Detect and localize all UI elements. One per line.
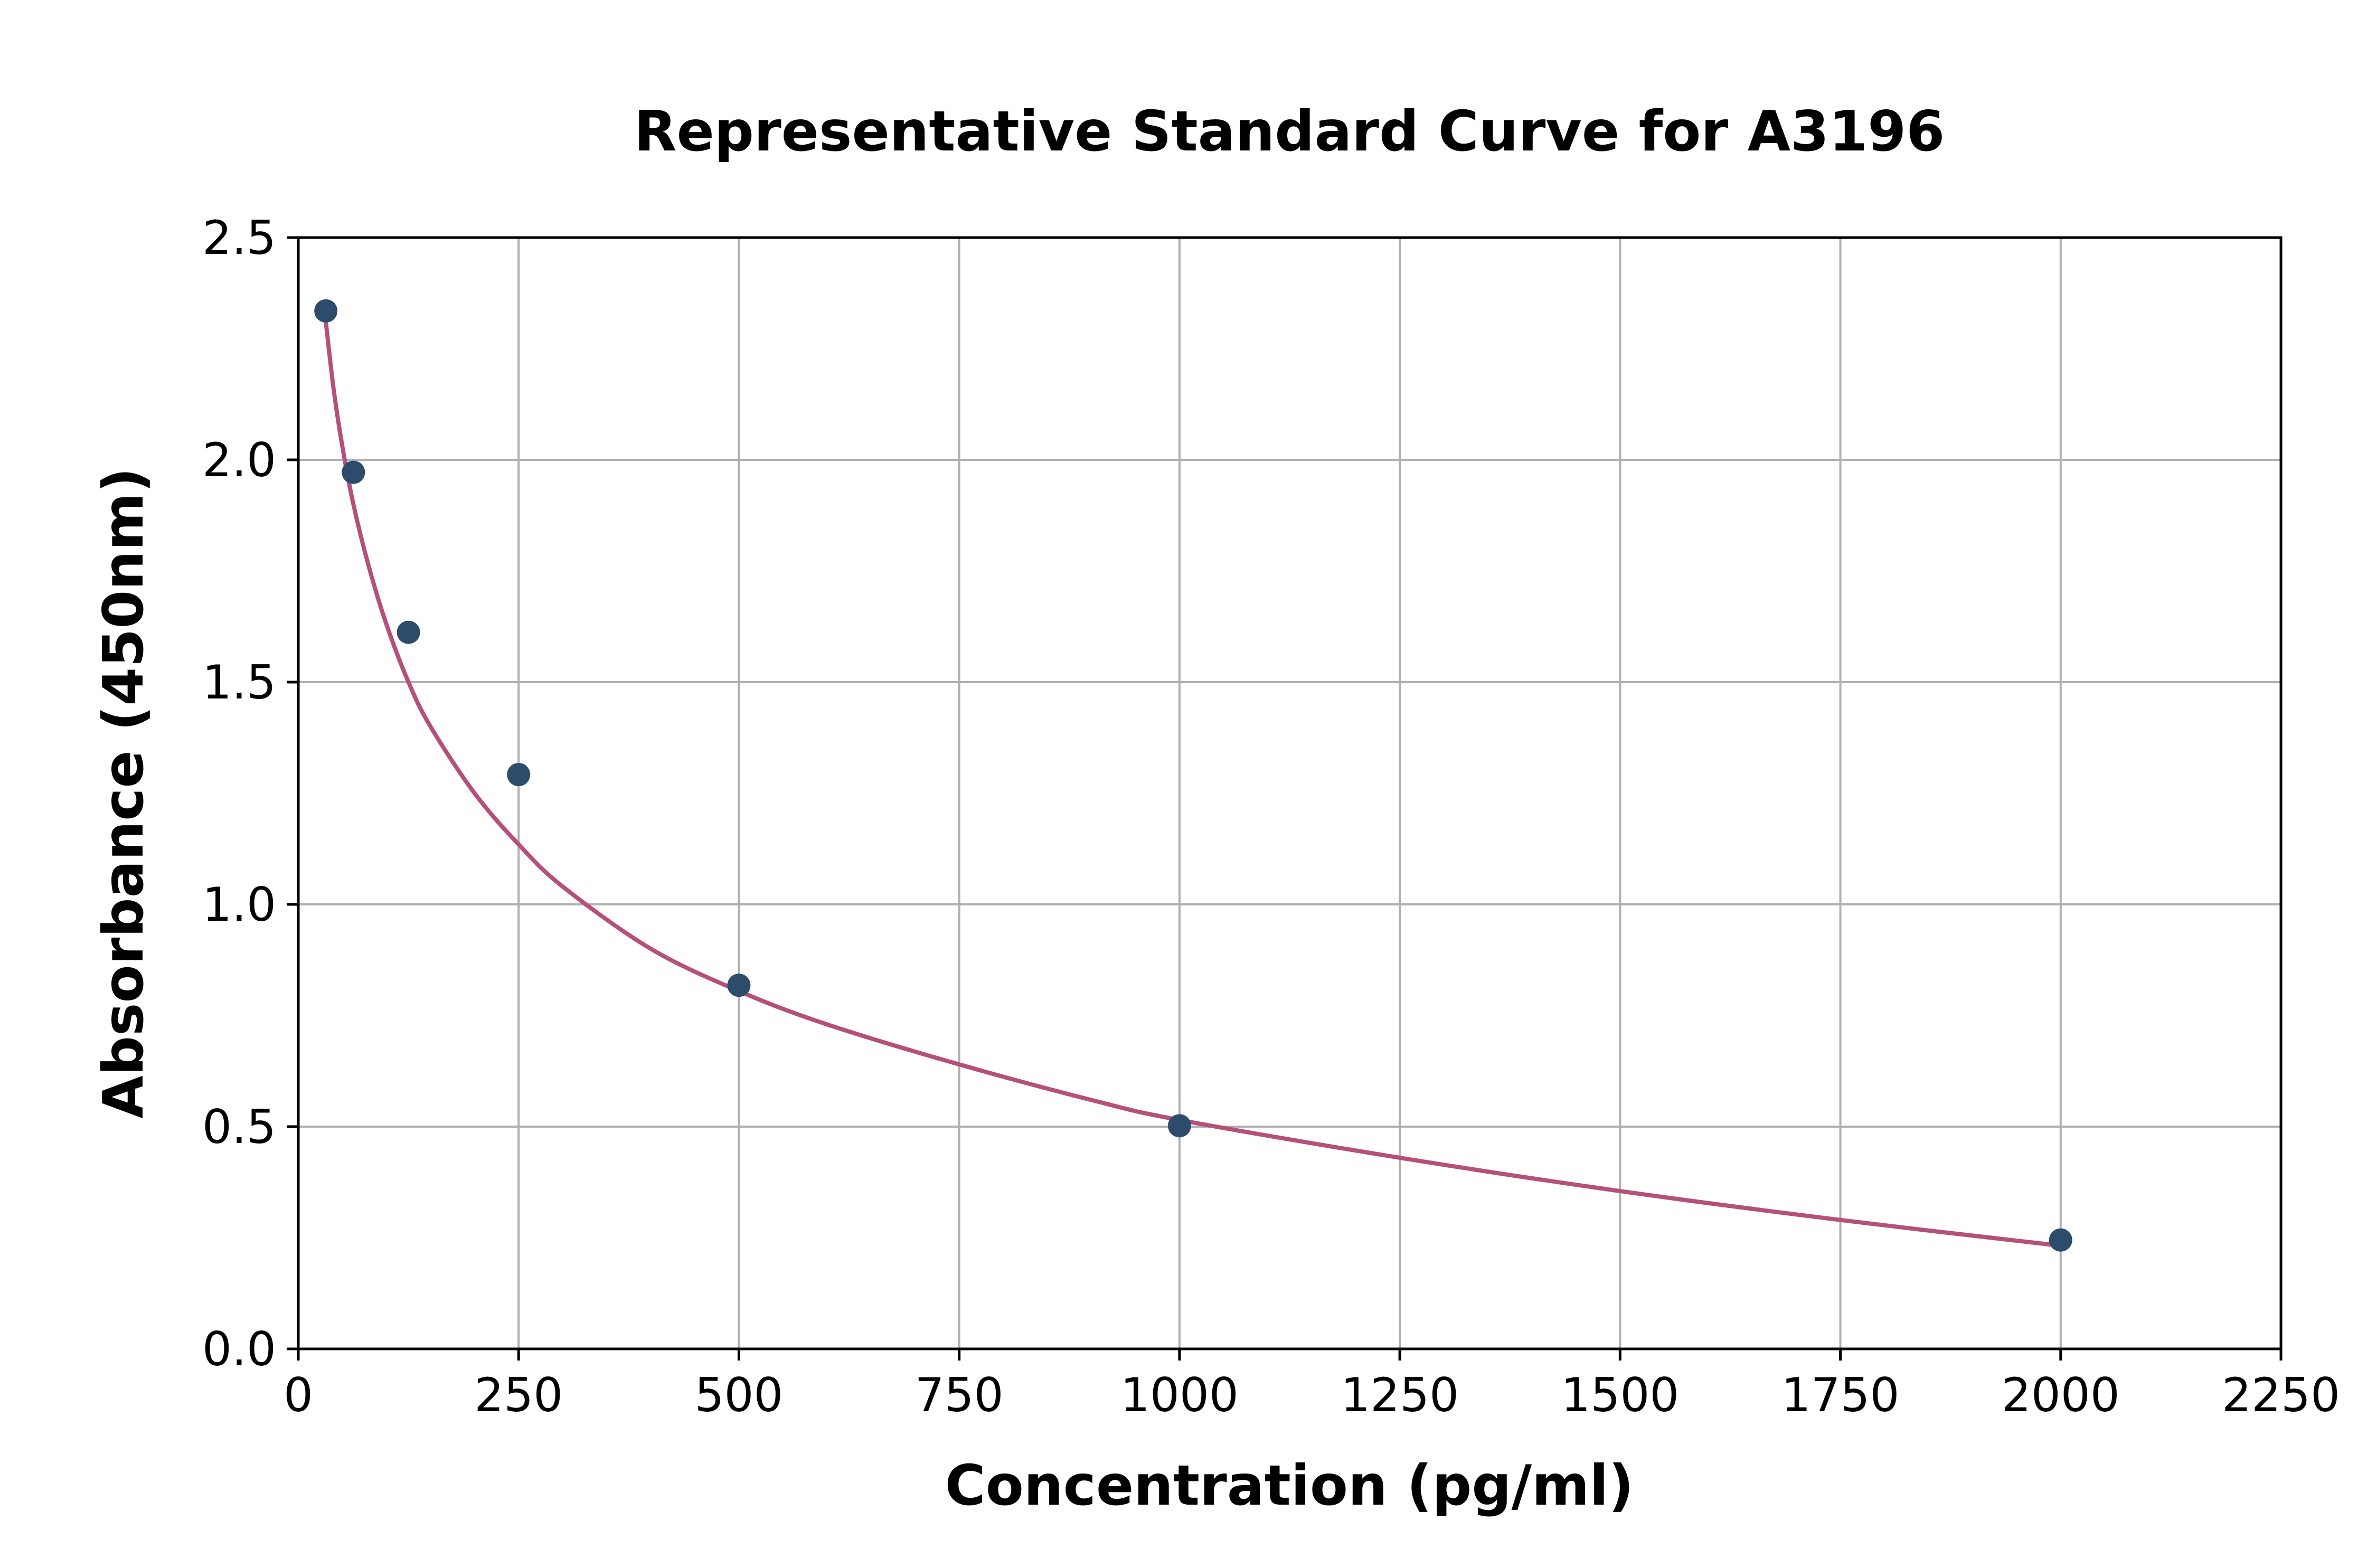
y-tick-label: 1.0 <box>202 877 276 932</box>
x-tick-label: 0 <box>284 1368 313 1422</box>
x-tick-label: 1750 <box>1781 1368 1900 1422</box>
y-tick-label: 0.0 <box>202 1322 276 1376</box>
y-tick-label: 2.5 <box>202 211 276 265</box>
data-points-layer <box>314 299 2072 1252</box>
data-point <box>397 620 420 644</box>
data-point <box>1167 1114 1191 1138</box>
x-tick-label: 1250 <box>1341 1368 1459 1422</box>
data-point <box>727 974 751 997</box>
y-tick-label: 1.5 <box>202 655 276 710</box>
chart-title: Representative Standard Curve for A3196 <box>634 99 1945 164</box>
data-point <box>2049 1228 2072 1252</box>
x-tick-label: 2250 <box>2222 1368 2340 1422</box>
plot-frame <box>297 236 2283 1350</box>
y-tick-label: 2.0 <box>202 433 276 487</box>
x-tick-label: 1000 <box>1120 1368 1239 1422</box>
x-tick-label: 250 <box>474 1368 563 1422</box>
y-axis-label: Absorbance (450nm) <box>91 468 156 1119</box>
y-tick-label: 0.5 <box>202 1100 276 1154</box>
ticks: 0 250 500 750 1000 1250 1500 1750 2000 2250 0.0 0.5… <box>202 211 2340 1422</box>
data-point <box>507 763 531 787</box>
x-tick-label: 750 <box>915 1368 1004 1422</box>
x-tick-label: 500 <box>694 1368 783 1422</box>
x-tick-label: 2000 <box>2002 1368 2120 1422</box>
data-point <box>314 299 338 323</box>
x-axis-label: Concentration (pg/ml) <box>945 1453 1634 1518</box>
data-point <box>342 460 365 484</box>
grid <box>297 237 2282 1350</box>
x-tick-label: 1500 <box>1561 1368 1679 1422</box>
